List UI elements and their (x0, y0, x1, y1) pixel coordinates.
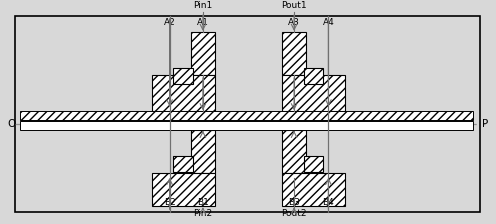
Text: B4: B4 (322, 198, 334, 207)
Text: A4: A4 (322, 18, 334, 27)
Bar (191, 32, 215, 75)
Bar (152, 173, 215, 206)
Bar (282, 75, 345, 111)
Bar (174, 68, 193, 84)
Text: Pin2: Pin2 (193, 209, 212, 218)
Bar (15, 16, 480, 212)
Text: A1: A1 (197, 18, 209, 27)
Text: Pin1: Pin1 (193, 1, 212, 10)
Text: O: O (7, 119, 16, 129)
Bar (152, 75, 215, 111)
Bar (304, 156, 323, 172)
Bar (282, 130, 306, 173)
Bar (19, 121, 473, 130)
Bar (174, 156, 193, 172)
Text: Pout1: Pout1 (281, 1, 307, 10)
Text: A3: A3 (288, 18, 300, 27)
Text: B3: B3 (288, 198, 300, 207)
Bar (191, 130, 215, 173)
Text: B2: B2 (164, 198, 176, 207)
Bar (282, 173, 345, 206)
Text: A2: A2 (164, 18, 176, 27)
Bar (19, 111, 473, 120)
Bar (282, 32, 306, 75)
Text: B1: B1 (197, 198, 209, 207)
Text: Pout2: Pout2 (281, 209, 307, 218)
Text: P: P (482, 119, 489, 129)
Bar (304, 68, 323, 84)
